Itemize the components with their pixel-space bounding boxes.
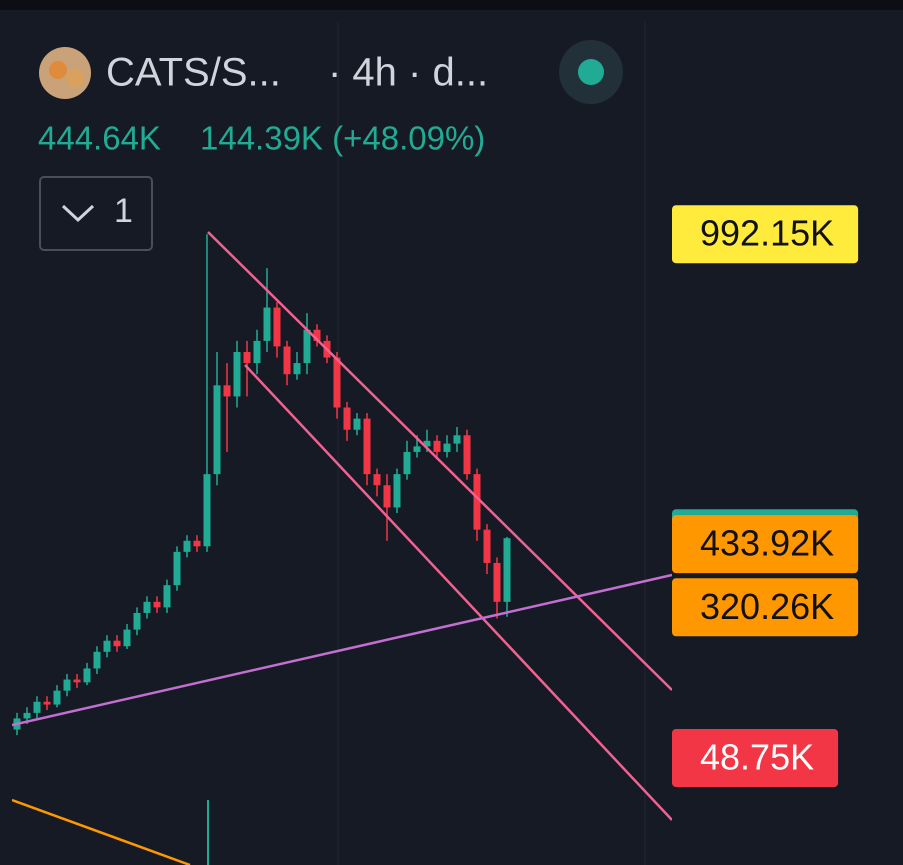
body xyxy=(163,585,171,608)
body xyxy=(103,640,111,652)
body xyxy=(373,474,381,486)
body xyxy=(233,352,241,397)
status-dot xyxy=(578,59,604,85)
body xyxy=(143,601,151,613)
body xyxy=(73,679,81,683)
body xyxy=(123,629,131,647)
body xyxy=(133,612,141,630)
body xyxy=(273,307,281,347)
body xyxy=(23,712,31,719)
avatar-cat xyxy=(66,69,84,87)
channel-upper xyxy=(207,231,672,691)
price-label-text: 433.92K xyxy=(700,523,834,564)
interval[interactable]: · 4h · d... xyxy=(328,51,488,95)
body xyxy=(383,485,391,508)
body xyxy=(203,474,211,547)
body xyxy=(453,435,461,444)
body xyxy=(53,690,61,705)
price: 444.64K xyxy=(38,120,161,157)
body xyxy=(33,701,41,713)
body xyxy=(503,538,511,602)
body xyxy=(113,640,121,647)
trend-line xyxy=(12,798,191,865)
body xyxy=(473,474,481,530)
indicator-toggle[interactable] xyxy=(39,176,153,251)
price-label-bg xyxy=(672,728,839,787)
body xyxy=(43,701,51,705)
body xyxy=(493,562,501,602)
body xyxy=(333,357,341,408)
chevron xyxy=(61,204,95,223)
price-label-bg xyxy=(672,205,859,264)
body xyxy=(403,451,411,475)
price-label-bg xyxy=(672,515,859,574)
body xyxy=(63,679,71,691)
body xyxy=(183,540,191,552)
change: 144.39K (+48.09%) xyxy=(200,120,485,157)
body xyxy=(433,440,441,452)
body xyxy=(223,385,231,397)
channel-lower xyxy=(244,364,672,821)
body xyxy=(463,435,471,475)
body xyxy=(423,440,431,447)
body xyxy=(293,363,301,375)
drawings xyxy=(12,231,672,865)
body xyxy=(303,329,311,364)
trend-line xyxy=(12,573,672,727)
body xyxy=(83,668,91,683)
symbol[interactable]: CATS/S... xyxy=(106,51,281,95)
body xyxy=(313,329,321,341)
body xyxy=(413,446,421,452)
price-label-text: 320.26K xyxy=(700,586,834,627)
body xyxy=(343,407,351,430)
candles xyxy=(13,234,511,736)
body xyxy=(283,346,291,375)
body xyxy=(393,474,401,508)
body xyxy=(153,601,161,608)
body xyxy=(213,385,221,475)
price-label-text: 48.75K xyxy=(700,737,814,778)
body xyxy=(353,418,361,430)
body xyxy=(443,443,451,452)
avatar-cat xyxy=(49,61,67,79)
top-bar xyxy=(0,0,903,10)
indicator-count: 1 xyxy=(114,192,133,230)
price-label-bg xyxy=(672,578,859,637)
body xyxy=(363,418,371,475)
body xyxy=(93,651,101,669)
body xyxy=(483,529,491,563)
body xyxy=(263,307,271,341)
body xyxy=(173,551,181,586)
body xyxy=(253,340,261,364)
body xyxy=(243,352,251,364)
body xyxy=(193,540,201,547)
price-label-text: 992.15K xyxy=(700,213,834,254)
